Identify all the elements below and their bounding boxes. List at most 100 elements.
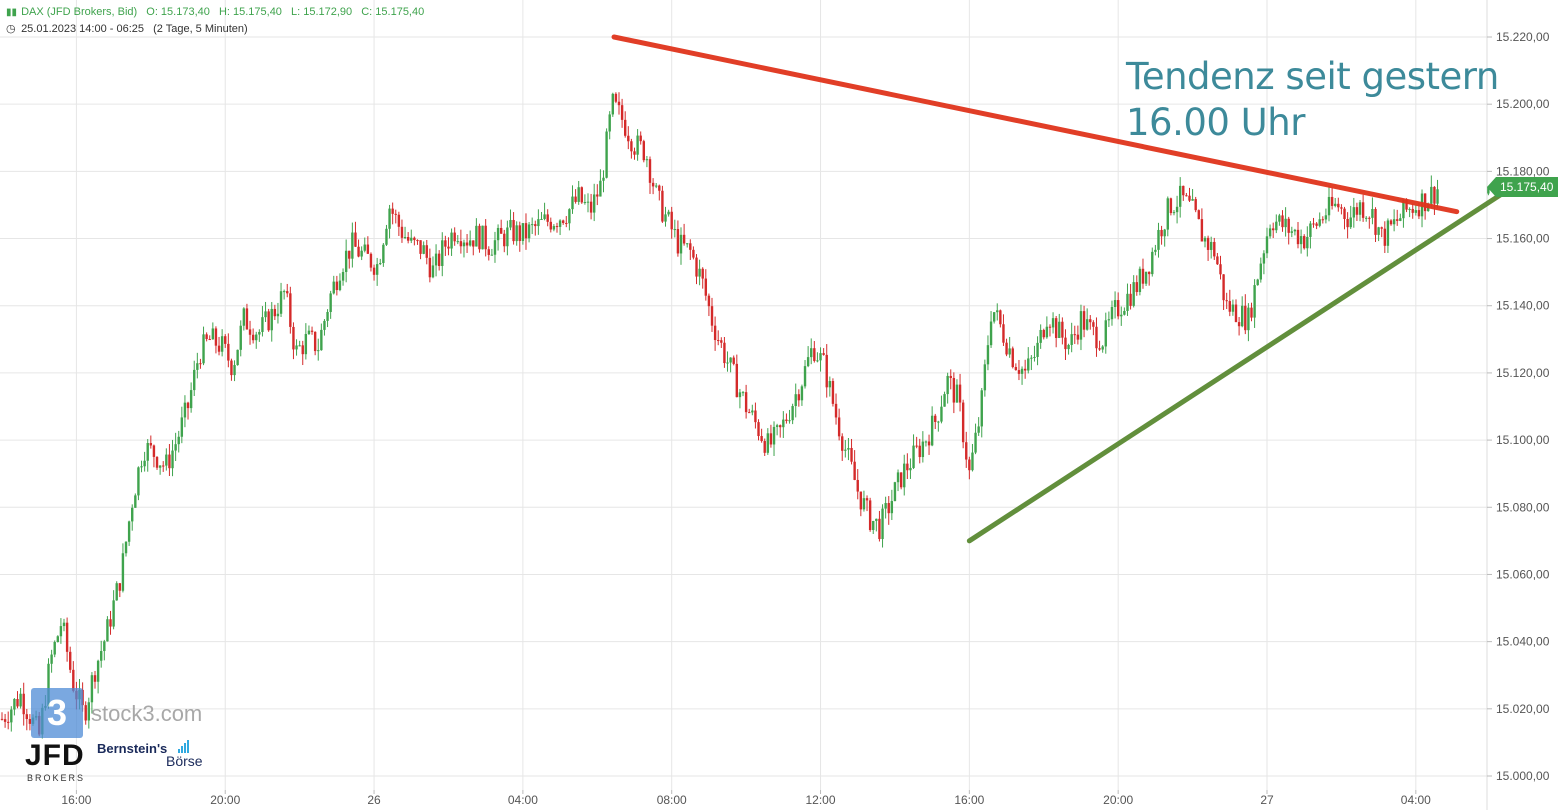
candle-body [558, 220, 562, 227]
candle-body [540, 218, 543, 220]
candle-body [456, 241, 459, 243]
candle-body [1411, 208, 1414, 213]
candle-body [1129, 293, 1132, 306]
resistance-trendline[interactable] [611, 34, 1460, 215]
candle-body [1396, 219, 1399, 221]
candle-body [93, 675, 97, 682]
candle-body [298, 345, 301, 347]
candle-body [608, 114, 611, 132]
candle-body [847, 447, 850, 450]
candle-body [521, 223, 525, 241]
candle-body [385, 228, 388, 245]
candle-body [1228, 301, 1231, 312]
candle-body [1048, 326, 1052, 328]
candle-body [419, 240, 422, 254]
candle-body [496, 227, 500, 241]
candle-body [369, 253, 373, 268]
candle-body [245, 308, 249, 330]
candle-body [1383, 228, 1387, 246]
y-tick-label: 15.020,00 [1496, 702, 1550, 716]
candle-body [50, 654, 53, 664]
candle-body [912, 445, 915, 468]
candle-body [1219, 264, 1222, 275]
candle-body [717, 340, 720, 342]
candle-body [168, 454, 171, 469]
support-trendline[interactable] [966, 185, 1514, 544]
candle-body [338, 280, 342, 291]
candle-body [568, 209, 571, 224]
candle-body [406, 236, 410, 241]
candle-body [509, 219, 512, 228]
candle-body [127, 521, 131, 542]
candle-body [499, 227, 503, 234]
open-value: O: 15.173,40 [146, 6, 210, 18]
candle-body [794, 394, 797, 407]
candle-body [512, 219, 515, 242]
candle-series [0, 92, 1490, 739]
candle-body [992, 312, 996, 322]
candle-body [701, 268, 704, 279]
candle-body [481, 225, 484, 250]
candle-body [1408, 208, 1411, 210]
candle-body [214, 328, 218, 346]
candle-body [1377, 227, 1380, 235]
candle-body [965, 442, 968, 460]
candle-body [264, 311, 267, 318]
candle-body [713, 325, 717, 341]
candle-body [72, 669, 75, 691]
trendlines[interactable] [611, 34, 1514, 544]
candle-body [797, 394, 801, 401]
y-tick-label: 15.140,00 [1496, 299, 1550, 313]
candle-body [856, 479, 859, 492]
candle-body [670, 211, 673, 230]
candle-body [59, 626, 63, 637]
candle-body [152, 445, 156, 457]
candle-body [425, 245, 428, 258]
x-tick-label: 04:00 [1401, 793, 1431, 807]
date-range: 25.01.2023 14:00 - 06:25 [21, 23, 145, 35]
candle-body [493, 240, 497, 255]
candle-body [431, 265, 435, 278]
candle-body [1399, 218, 1402, 221]
candle-body [484, 225, 487, 250]
candle-body [1386, 220, 1390, 246]
candle-body [360, 250, 363, 257]
candle-body [413, 237, 416, 241]
candle-body [1030, 357, 1033, 359]
candle-body [372, 267, 376, 275]
candle-body [996, 310, 999, 313]
candle-body [896, 472, 900, 483]
candle-body [1374, 208, 1377, 235]
candle-body [605, 131, 608, 178]
candle-body [534, 224, 537, 227]
candle-body [1051, 318, 1055, 328]
candle-body [682, 234, 686, 244]
candle-body [248, 329, 252, 335]
candle-body [785, 419, 788, 421]
candle-body [447, 246, 450, 249]
candle-body [1110, 306, 1114, 320]
candlestick-icon: ▮▮ [6, 7, 18, 18]
x-tick-label: 26 [367, 793, 381, 807]
candle-body [1287, 218, 1290, 233]
candle-body [357, 246, 360, 257]
candle-body [599, 180, 602, 197]
candle-body [1423, 193, 1427, 212]
candle-body [555, 226, 559, 228]
bernstein-bars-icon [178, 740, 190, 753]
candle-body [444, 240, 447, 247]
candle-body [831, 381, 835, 404]
candle-body [1343, 208, 1346, 220]
candle-body [69, 651, 72, 670]
candle-body [1033, 356, 1036, 358]
candle-body [87, 702, 91, 721]
candle-body [561, 220, 565, 223]
candle-body [782, 419, 785, 428]
candle-body [1169, 198, 1173, 214]
candle-body [1436, 189, 1439, 204]
candle-body [571, 196, 574, 210]
candle-body [546, 214, 549, 222]
candle-body [617, 101, 621, 106]
candle-body [1318, 219, 1321, 226]
